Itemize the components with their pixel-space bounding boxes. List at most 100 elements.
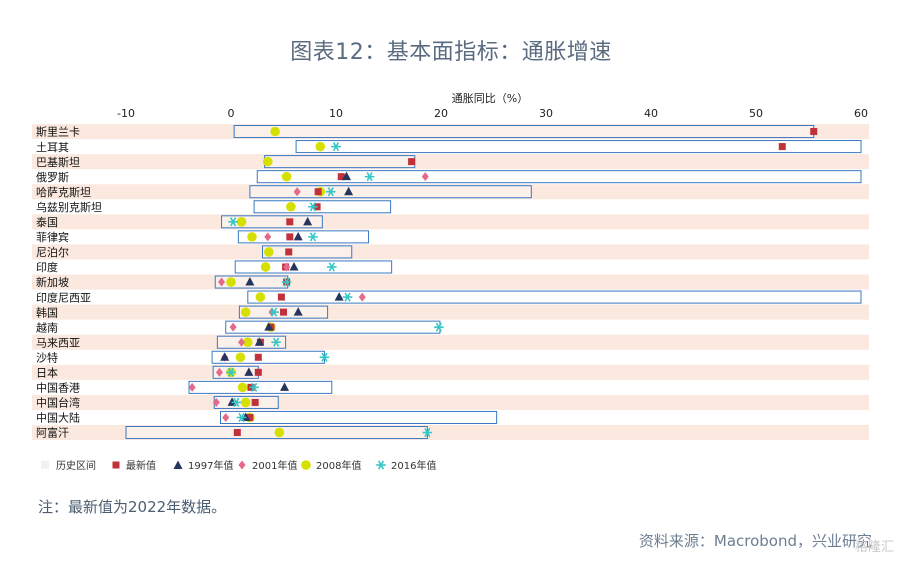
latest-marker xyxy=(280,308,287,316)
y2016-marker xyxy=(226,367,236,377)
latest-marker xyxy=(810,128,818,136)
range-bar xyxy=(264,155,416,169)
row-label: 中国大陆 xyxy=(36,411,80,425)
y2008-marker xyxy=(264,247,274,257)
y1997-marker xyxy=(254,337,264,346)
chart-title: 图表12：基本面指标：通胀增速 xyxy=(290,40,612,65)
y2008-marker xyxy=(237,382,248,393)
range-bar xyxy=(295,140,862,154)
row-label: 中国台湾 xyxy=(36,396,80,410)
y1997-marker xyxy=(334,292,344,301)
y1997-marker xyxy=(220,352,230,361)
y2001-marker xyxy=(421,172,429,182)
y2008-marker xyxy=(236,217,247,227)
x-axis-label: 通胀同比（%） xyxy=(452,92,528,105)
legend-item-y2016: 2016年值 xyxy=(375,457,436,472)
row-label: 哈萨克斯坦 xyxy=(36,185,91,199)
row-band xyxy=(32,364,869,380)
legend-label: 2016年值 xyxy=(391,461,437,472)
y2001-marker xyxy=(215,367,223,377)
y2001-marker xyxy=(238,460,246,469)
y2016-marker xyxy=(281,277,292,287)
watermark: 格隆汇 xyxy=(854,540,894,555)
y2001-marker xyxy=(238,337,245,347)
legend-swatch-y2001 xyxy=(238,460,246,469)
legend-item-latest: 最新值 xyxy=(110,457,156,472)
y1997-marker xyxy=(264,322,274,331)
y2016-marker xyxy=(376,459,386,470)
x-tick-label: 60 xyxy=(854,107,868,120)
y2016-marker xyxy=(342,292,353,302)
y1997-marker xyxy=(293,231,303,241)
x-tick-label: 10 xyxy=(329,107,343,120)
latest-marker xyxy=(314,188,322,196)
row-band xyxy=(32,124,869,140)
y2008-marker xyxy=(240,397,251,408)
y2016-marker xyxy=(228,217,238,227)
latest-marker xyxy=(286,218,294,226)
range-bar xyxy=(220,410,498,425)
row-label: 乌兹别克斯坦 xyxy=(36,200,102,214)
row-label: 俄罗斯 xyxy=(36,171,69,184)
latest-marker xyxy=(286,233,294,241)
latest-marker xyxy=(408,158,416,166)
legend-item-range: 历史区间 xyxy=(40,457,96,472)
x-axis-ticks: -10 0 10 20 30 40 50 60 xyxy=(117,107,868,120)
legend-label: 2008年值 xyxy=(316,461,362,472)
y2008-marker xyxy=(235,352,246,363)
row-band xyxy=(32,154,869,170)
legend-item-y1997: 1997年值 xyxy=(172,457,233,472)
x-tick-label: -10 xyxy=(117,107,135,120)
latest-marker xyxy=(778,143,786,151)
legend-swatch-y2008 xyxy=(301,459,311,470)
y2008-marker xyxy=(255,292,266,302)
row-band xyxy=(32,274,869,290)
row-label: 土耳其 xyxy=(36,141,69,154)
y2016-marker xyxy=(308,202,318,212)
range-bar xyxy=(247,290,862,304)
row-band xyxy=(32,394,869,410)
legend-label: 2001年值 xyxy=(252,461,298,472)
row-label: 越南 xyxy=(36,320,58,334)
row-band xyxy=(32,425,869,441)
y2016-marker xyxy=(327,262,337,272)
latest-marker xyxy=(254,353,262,361)
row-label: 新加坡 xyxy=(36,275,69,289)
latest-marker xyxy=(337,173,345,181)
latest-marker xyxy=(251,398,259,406)
y2001-marker xyxy=(229,322,237,332)
y2008-marker xyxy=(240,307,251,317)
row-label: 斯里兰卡 xyxy=(36,126,80,139)
legend-swatch-range xyxy=(41,460,49,469)
y2001-marker xyxy=(188,382,196,392)
range-bar xyxy=(188,380,333,394)
legend-swatch-latest xyxy=(112,461,120,468)
row-label: 阿富汗 xyxy=(36,426,69,440)
row-label: 印度尼西亚 xyxy=(36,290,91,304)
y2001-marker xyxy=(222,412,230,422)
source-text: 资料来源：Macrobond，兴业研究 xyxy=(638,532,872,550)
y2016-marker xyxy=(422,427,433,438)
y1997-marker xyxy=(173,460,183,469)
y2016-marker xyxy=(308,232,318,242)
y2016-marker xyxy=(434,322,444,332)
y2008-marker xyxy=(270,126,280,137)
legend-label: 最新值 xyxy=(126,461,156,472)
row-labels: 斯里兰卡土耳其巴基斯坦俄罗斯哈萨克斯坦乌兹别克斯坦泰国菲律宾尼泊尔印度新加坡印度… xyxy=(36,126,102,440)
range-bar xyxy=(249,185,532,199)
y2001-marker xyxy=(218,277,226,287)
row-label: 泰国 xyxy=(36,215,58,229)
x-tick-label: 30 xyxy=(539,107,553,120)
y2016-marker xyxy=(325,187,336,197)
legend-item-y2008: 2008年值 xyxy=(300,457,361,472)
row-label: 巴基斯坦 xyxy=(36,155,80,169)
y2016-marker xyxy=(269,307,279,317)
y1997-marker xyxy=(342,171,351,181)
row-label: 韩国 xyxy=(36,305,58,319)
legend-label: 历史区间 xyxy=(56,461,96,472)
y2001-marker xyxy=(264,232,272,242)
row-label: 菲律宾 xyxy=(36,230,69,244)
x-tick-label: 40 xyxy=(644,107,658,120)
y2016-marker xyxy=(364,172,375,182)
y1997-marker xyxy=(293,307,303,316)
